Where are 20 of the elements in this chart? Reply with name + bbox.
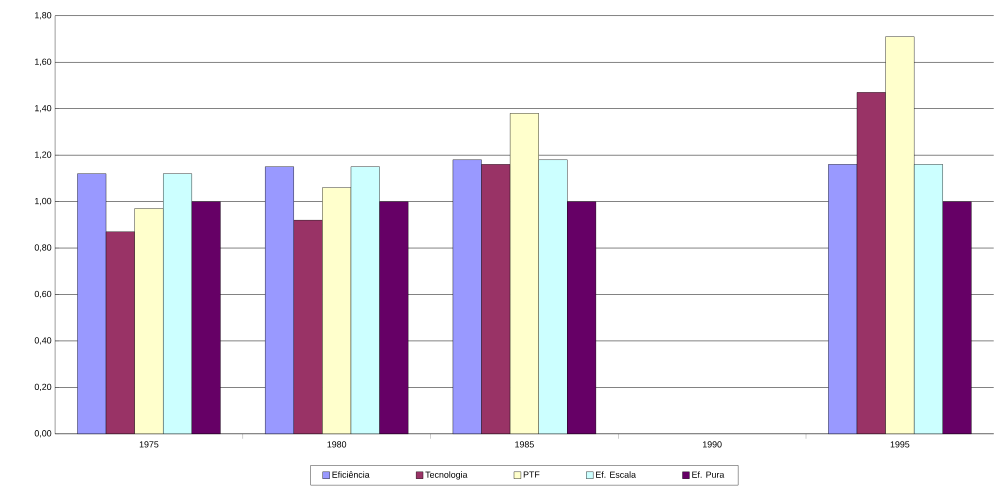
legend-label: Ef. Escala — [596, 471, 636, 478]
y-tick-label: 0,80 — [34, 244, 52, 252]
y-tick-label: 1,60 — [35, 58, 52, 66]
legend-label: Eficiência — [332, 471, 370, 478]
y-tick-label: 0,20 — [34, 384, 52, 392]
y-tick-label: 1,40 — [35, 105, 52, 112]
y-tick-label: 1,80 — [35, 12, 52, 20]
x-tick-label: 1975 — [140, 441, 158, 448]
x-tick-label: 1985 — [515, 441, 534, 448]
legend-label: Tecnologia — [425, 471, 468, 480]
legend-label: Ef. Pura — [692, 471, 724, 478]
y-tick-label: 1,00 — [35, 198, 52, 206]
x-tick-label: 1980 — [328, 441, 346, 448]
x-tick-label: 1990 — [702, 441, 722, 448]
legend-label: PTF — [524, 472, 540, 478]
y-tick-label: 1,20 — [35, 152, 52, 159]
y-tick-label: 0,00 — [34, 430, 52, 438]
x-tick-label: 1995 — [890, 441, 910, 448]
y-tick-label: 0,60 — [34, 290, 52, 298]
y-tick-label: 0,40 — [34, 337, 52, 345]
